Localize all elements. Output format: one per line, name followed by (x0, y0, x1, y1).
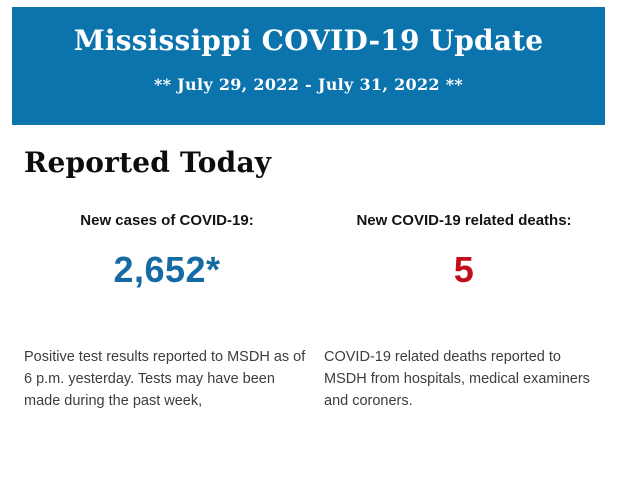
banner-date-range: ** July 29, 2022 - July 31, 2022 ** (153, 75, 464, 94)
new-cases-label: New cases of COVID-19: (80, 212, 254, 229)
deaths-column: New COVID-19 related deaths: 5 COVID-19 … (324, 212, 604, 412)
deaths-label: New COVID-19 related deaths: (356, 212, 572, 229)
banner-title: Mississippi COVID-19 Update (73, 24, 544, 57)
new-cases-description: Positive test results reported to MSDH a… (24, 349, 306, 409)
new-cases-value: 2,652* (113, 249, 221, 290)
newsletter-page: Mississippi COVID-19 Update ** July 29, … (0, 7, 620, 490)
new-cases-column: New cases of COVID-19: 2,652* Positive t… (24, 212, 310, 412)
deaths-value: 5 (453, 249, 475, 290)
report-section: Reported Today New cases of COVID-19: 2,… (0, 145, 620, 412)
section-heading: Reported Today (24, 146, 272, 179)
header-banner: Mississippi COVID-19 Update ** July 29, … (12, 7, 605, 125)
deaths-description: COVID-19 related deaths reported to MSDH… (324, 349, 590, 409)
stats-columns: New cases of COVID-19: 2,652* Positive t… (0, 212, 620, 412)
